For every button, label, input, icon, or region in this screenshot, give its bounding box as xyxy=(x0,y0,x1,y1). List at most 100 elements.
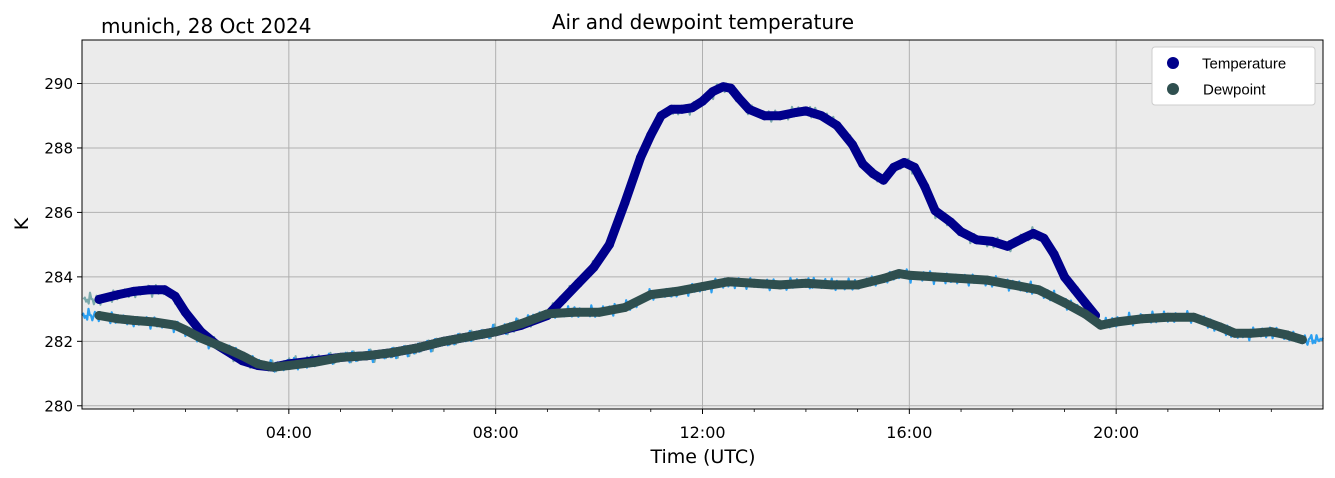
data-point xyxy=(744,104,754,114)
data-point xyxy=(465,332,475,341)
data-point xyxy=(956,274,966,283)
legend: Temperature Dewpoint xyxy=(1151,46,1316,106)
data-point xyxy=(956,227,966,237)
data-point xyxy=(113,314,123,324)
data-point xyxy=(775,111,785,121)
data-point xyxy=(542,309,552,319)
data-point xyxy=(775,280,785,290)
data-point xyxy=(636,153,645,163)
data-point xyxy=(573,278,583,288)
data-point xyxy=(268,362,278,372)
data-point xyxy=(1049,249,1059,259)
data-point xyxy=(144,285,154,295)
x-tick-label: 04:00 xyxy=(266,423,312,442)
data-point xyxy=(734,93,744,103)
data-point xyxy=(594,307,604,317)
data-point xyxy=(1080,309,1090,319)
data-point xyxy=(129,315,139,325)
data-point xyxy=(1070,285,1080,295)
data-point xyxy=(227,346,237,356)
data-point xyxy=(667,104,676,114)
data-point xyxy=(284,361,294,370)
data-point xyxy=(604,240,614,250)
data-point xyxy=(910,162,919,172)
data-point xyxy=(491,327,501,337)
data-point xyxy=(180,325,190,335)
data-point xyxy=(646,130,656,140)
data-point xyxy=(94,294,104,304)
data-point xyxy=(180,307,190,317)
data-point xyxy=(94,311,104,320)
data-point xyxy=(149,317,159,327)
data-point xyxy=(987,236,997,246)
data-point xyxy=(1111,317,1121,327)
data-point xyxy=(568,307,578,317)
data-point xyxy=(160,285,170,295)
x-tick-label: 20:00 xyxy=(1093,423,1139,442)
x-tick-label: 08:00 xyxy=(473,423,519,442)
y-tick-label: 288 xyxy=(44,139,73,157)
data-point xyxy=(868,169,878,179)
data-point xyxy=(677,104,687,114)
data-point xyxy=(930,272,940,282)
data-point xyxy=(413,343,423,353)
data-point xyxy=(620,198,630,208)
data-point xyxy=(1003,241,1013,251)
y-tick-label: 280 xyxy=(44,397,73,415)
data-point xyxy=(698,282,707,291)
data-point xyxy=(858,159,868,169)
data-point xyxy=(1080,298,1090,308)
data-point xyxy=(1189,312,1199,322)
data-point xyxy=(791,108,801,117)
data-point xyxy=(708,87,718,97)
y-tick-label: 284 xyxy=(44,268,73,286)
data-point xyxy=(723,277,733,287)
data-point xyxy=(1266,327,1276,337)
data-point xyxy=(1008,280,1018,290)
data-point xyxy=(816,111,826,121)
y-axis-label: K xyxy=(11,217,33,230)
data-point xyxy=(517,319,526,329)
data-point xyxy=(1282,330,1292,340)
data-point xyxy=(336,352,345,362)
legend-label-temperature: Temperature xyxy=(1202,56,1286,73)
data-point xyxy=(196,333,206,343)
data-point xyxy=(801,278,811,288)
data-point xyxy=(237,351,247,361)
data-point xyxy=(904,270,914,280)
x-tick-label: 12:00 xyxy=(679,423,725,442)
x-tick-label: 16:00 xyxy=(886,423,932,442)
data-point xyxy=(760,111,769,121)
data-point xyxy=(620,303,630,312)
data-point xyxy=(558,294,568,304)
data-point xyxy=(1018,233,1028,243)
data-point xyxy=(439,336,449,346)
legend-marker-dewpoint xyxy=(1167,83,1179,95)
data-point xyxy=(1230,328,1240,338)
data-point xyxy=(801,106,811,116)
data-point xyxy=(253,359,263,369)
data-point xyxy=(646,290,656,300)
data-point xyxy=(1039,233,1049,243)
data-point xyxy=(889,162,899,172)
x-axis-ticks: 04:00 08:00 12:00 16:00 20:00 xyxy=(133,409,1272,442)
data-point xyxy=(1215,322,1225,332)
data-point xyxy=(718,82,728,92)
data-point xyxy=(1096,320,1106,330)
data-point xyxy=(1246,328,1256,338)
series-group xyxy=(94,82,1307,372)
data-point xyxy=(310,357,320,367)
data-point xyxy=(698,96,707,106)
x-axis-label: Time (UTC) xyxy=(649,446,755,468)
data-point xyxy=(672,286,682,296)
legend-label-dewpoint: Dewpoint xyxy=(1203,82,1266,99)
data-point xyxy=(879,274,888,283)
y-tick-label: 286 xyxy=(44,204,73,222)
data-point xyxy=(832,120,842,130)
data-point xyxy=(853,280,863,290)
data-point xyxy=(589,262,599,272)
y-axis-ticks: 280 282 284 286 288 290 xyxy=(44,75,82,415)
data-point xyxy=(982,275,992,285)
data-point xyxy=(749,278,759,288)
